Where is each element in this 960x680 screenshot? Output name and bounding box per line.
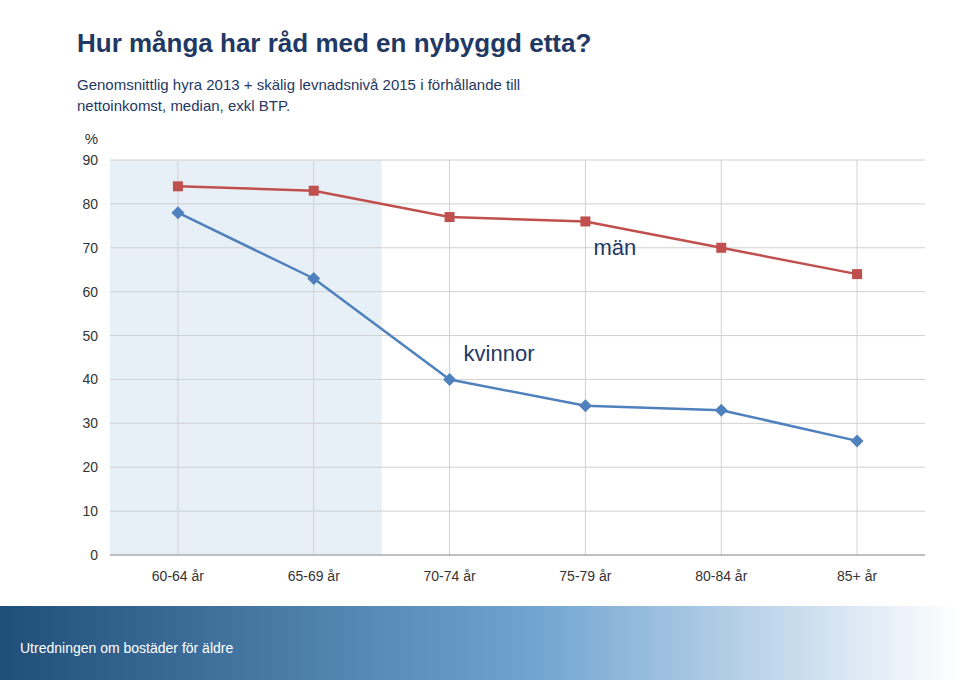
x-tick-label: 60-64 år <box>152 568 204 584</box>
x-grid-line <box>721 160 722 555</box>
y-grid-line <box>110 379 925 380</box>
series-label: män <box>593 235 636 260</box>
point-marker <box>445 212 455 222</box>
point-marker <box>307 272 320 285</box>
x-grid-line <box>857 160 858 555</box>
y-tick-label: 70 <box>82 240 98 256</box>
point-marker <box>171 206 184 219</box>
x-grid-line <box>177 160 178 555</box>
chart-container: Hur många har råd med en nybyggd etta? Ge… <box>0 0 960 680</box>
point-marker <box>579 399 592 412</box>
subtitle: Genomsnittlig hyra 2013 + skälig levnads… <box>77 76 520 93</box>
point-marker <box>173 181 183 191</box>
y-grid-line <box>110 555 925 556</box>
x-tick-label: 70-74 år <box>424 568 476 584</box>
x-tick-label: 85+ år <box>837 568 877 584</box>
point-marker <box>716 243 726 253</box>
series-line <box>178 213 857 441</box>
y-tick-label: 10 <box>82 503 98 519</box>
series-label: kvinnor <box>464 341 535 366</box>
y-grid-line <box>110 467 925 468</box>
x-axis-line <box>110 555 925 556</box>
point-marker <box>580 216 590 226</box>
point-marker <box>309 186 319 196</box>
y-tick-label: 50 <box>82 328 98 344</box>
title: Hur många har råd med en nybyggd etta? <box>77 28 591 58</box>
y-grid-line <box>110 160 925 161</box>
chart-svg: Hur många har råd med en nybyggd etta? Ge… <box>0 0 960 680</box>
y-grid-line <box>110 291 925 292</box>
point-marker <box>715 404 728 417</box>
x-tick-label: 65-69 år <box>288 568 340 584</box>
footer-text: Utredningen om bostäder för äldre <box>20 640 233 656</box>
point-marker <box>851 434 864 447</box>
point-marker <box>443 373 456 386</box>
y-tick-label: 60 <box>82 284 98 300</box>
y-grid-line <box>110 335 925 336</box>
footer-bar <box>0 606 960 680</box>
grid <box>110 160 925 555</box>
point-marker <box>852 269 862 279</box>
y-tick-label: 0 <box>90 547 98 563</box>
y-axis-label: % <box>85 130 98 147</box>
subtitle: nettoinkomst, median, exkl BTP. <box>77 97 290 114</box>
x-tick-label: 80-84 år <box>695 568 747 584</box>
y-tick-label: 40 <box>82 371 98 387</box>
y-tick-label: 90 <box>82 152 98 168</box>
y-grid-line <box>110 423 925 424</box>
x-grid-line <box>313 160 314 555</box>
y-grid-line <box>110 511 925 512</box>
y-tick-label: 20 <box>82 459 98 475</box>
y-grid-line <box>110 203 925 204</box>
plot-area <box>171 181 863 447</box>
x-tick-label: 75-79 år <box>559 568 611 584</box>
y-tick-label: 80 <box>82 196 98 212</box>
highlight-band <box>110 160 382 555</box>
y-grid-line <box>110 247 925 248</box>
y-tick-label: 30 <box>82 415 98 431</box>
